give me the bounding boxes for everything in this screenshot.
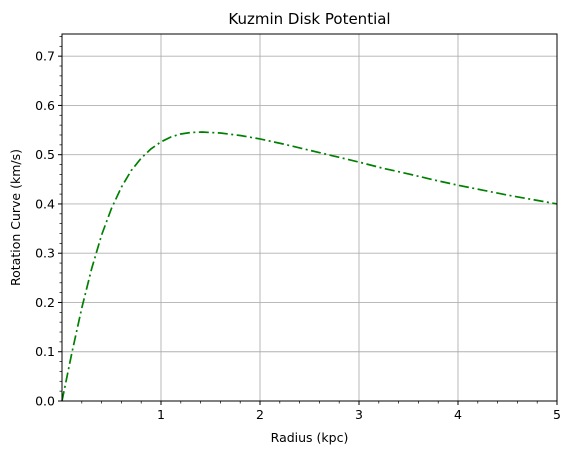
y-tick-label: 0.7 <box>35 49 55 64</box>
y-tick-label: 0.2 <box>35 295 55 310</box>
y-tick-label: 0.0 <box>35 394 55 409</box>
grid-lines <box>62 34 557 401</box>
x-tick-label: 3 <box>355 407 363 422</box>
y-tick-label: 0.5 <box>35 147 55 162</box>
series-line <box>61 131 558 402</box>
chart-title: Kuzmin Disk Potential <box>228 10 390 28</box>
x-tick-label: 2 <box>256 407 264 422</box>
y-tick-label: 0.1 <box>35 344 55 359</box>
y-tick-label: 0.3 <box>35 246 55 261</box>
y-tick-label: 0.6 <box>35 98 55 113</box>
y-tick-label: 0.4 <box>35 196 55 211</box>
series-layer <box>61 131 558 402</box>
tick-layer: 1 2 3 4 5 0.0 0.1 0.2 0.3 0.4 0.5 0.6 0.7 <box>35 36 561 422</box>
x-tick-label: 4 <box>454 407 462 422</box>
x-axis-label: Radius (kpc) <box>271 430 349 445</box>
y-axis-label: Rotation Curve (km/s) <box>8 149 23 286</box>
x-tick-label: 5 <box>553 407 561 422</box>
plot-frame <box>61 33 558 402</box>
x-tick-label: 1 <box>157 407 165 422</box>
